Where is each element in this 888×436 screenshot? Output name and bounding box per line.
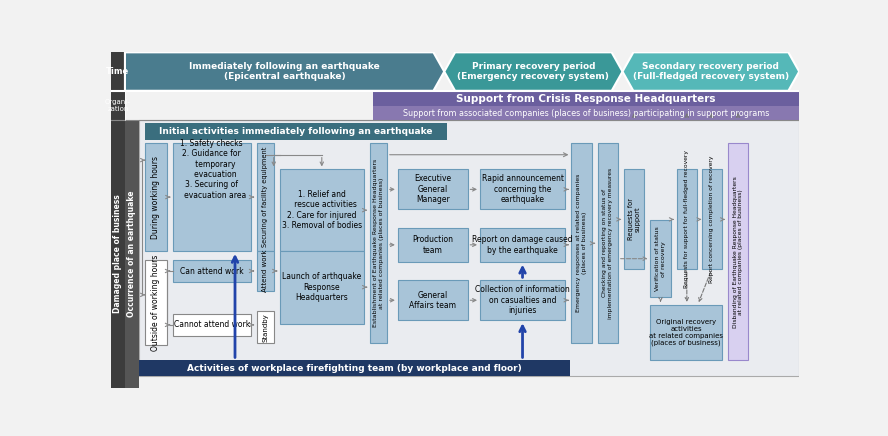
FancyBboxPatch shape [139, 360, 570, 376]
FancyBboxPatch shape [369, 143, 387, 344]
FancyBboxPatch shape [373, 106, 799, 120]
FancyBboxPatch shape [571, 143, 591, 344]
Text: Activities of workplace firefighting team (by workplace and floor): Activities of workplace firefighting tea… [187, 364, 522, 372]
FancyBboxPatch shape [280, 251, 364, 324]
Text: Collection of information
on casualties and
injuries: Collection of information on casualties … [475, 285, 570, 315]
Text: Can attend work: Can attend work [180, 266, 243, 276]
FancyBboxPatch shape [173, 314, 250, 336]
Text: 1. Safety checks
2. Guidance for
   temporary
   evacuation
3. Securing of
   ev: 1. Safety checks 2. Guidance for tempora… [177, 139, 246, 200]
Text: Organi-
zation: Organi- zation [105, 99, 131, 112]
Text: Primary recovery period
(Emergency recovery system): Primary recovery period (Emergency recov… [457, 62, 609, 81]
FancyBboxPatch shape [280, 169, 364, 251]
Polygon shape [125, 52, 444, 91]
FancyBboxPatch shape [650, 305, 722, 360]
FancyBboxPatch shape [257, 143, 274, 251]
FancyBboxPatch shape [398, 228, 467, 262]
FancyBboxPatch shape [398, 280, 467, 320]
FancyBboxPatch shape [728, 143, 748, 360]
FancyBboxPatch shape [650, 220, 670, 297]
Text: Launch of arthquake
Response
Headquarters: Launch of arthquake Response Headquarter… [282, 272, 361, 302]
Text: Standby: Standby [262, 313, 268, 341]
FancyBboxPatch shape [111, 52, 799, 388]
Text: Secondary recovery period
(Full-fledged recovery system): Secondary recovery period (Full-fledged … [633, 62, 789, 81]
Text: Checking and reporting on status of
implementation of emergency recovery measure: Checking and reporting on status of impl… [602, 168, 614, 319]
Text: Damaged place of business: Damaged place of business [114, 195, 123, 313]
FancyBboxPatch shape [145, 123, 448, 140]
FancyBboxPatch shape [139, 120, 799, 376]
FancyBboxPatch shape [373, 91, 799, 106]
Text: Cannot attend work: Cannot attend work [174, 320, 250, 330]
FancyBboxPatch shape [111, 91, 125, 120]
FancyBboxPatch shape [257, 251, 274, 291]
FancyBboxPatch shape [480, 228, 565, 262]
FancyBboxPatch shape [398, 169, 467, 209]
Text: Executive
General
Manager: Executive General Manager [414, 174, 451, 204]
FancyBboxPatch shape [598, 143, 618, 344]
FancyBboxPatch shape [702, 169, 722, 269]
Text: Immediately following an earthquake
(Epicentral earthquake): Immediately following an earthquake (Epi… [189, 62, 380, 81]
Text: Verification of status
of recovery: Verification of status of recovery [655, 226, 666, 291]
FancyBboxPatch shape [677, 169, 697, 269]
FancyBboxPatch shape [480, 169, 565, 209]
Polygon shape [622, 52, 799, 91]
FancyBboxPatch shape [480, 280, 565, 320]
Text: Report concerning completion of recovery: Report concerning completion of recovery [710, 156, 714, 283]
FancyBboxPatch shape [173, 260, 250, 282]
FancyBboxPatch shape [257, 311, 274, 344]
Text: Securing of facility equipment: Securing of facility equipment [262, 147, 268, 247]
Text: Emergency responses at related companies
(places of business): Emergency responses at related companies… [576, 174, 587, 313]
Text: Rapid announcement
concerning the
earthquake: Rapid announcement concerning the earthq… [481, 174, 564, 204]
Text: Report on damage caused
by the earthquake: Report on damage caused by the earthquak… [472, 235, 573, 255]
Text: Outside of working hours: Outside of working hours [152, 254, 161, 351]
FancyBboxPatch shape [111, 120, 125, 388]
Polygon shape [444, 52, 622, 91]
Text: Support from Crisis Response Headquarters: Support from Crisis Response Headquarter… [456, 93, 716, 103]
Text: Attend work: Attend work [262, 250, 268, 292]
Text: Original recovery
activities
at related companies
(places of business): Original recovery activities at related … [649, 319, 723, 346]
Text: Production
team: Production team [412, 235, 453, 255]
Text: Establishment of Earthquake Response Headquarters
at related companies (places o: Establishment of Earthquake Response Hea… [373, 159, 384, 327]
FancyBboxPatch shape [173, 143, 250, 251]
FancyBboxPatch shape [624, 169, 644, 269]
Text: Support from associated companies (places of business) participating in support : Support from associated companies (place… [403, 109, 769, 118]
FancyBboxPatch shape [145, 260, 167, 345]
Text: Requests for support for full-fledged recovery: Requests for support for full-fledged re… [685, 150, 689, 288]
Text: Requests for
support: Requests for support [628, 198, 640, 240]
Text: During working hours: During working hours [152, 156, 161, 238]
Text: 1. Relief and
   rescue activities
2. Care for injured
3. Removal of bodies: 1. Relief and rescue activities 2. Care … [281, 190, 362, 230]
FancyBboxPatch shape [111, 52, 125, 91]
Text: Disbanding of Earthquake Response Headquarters
at related companies (places of b: Disbanding of Earthquake Response Headqu… [733, 176, 743, 327]
Text: General
Affairs team: General Affairs team [409, 290, 456, 310]
Text: Occurrence of an earthquake: Occurrence of an earthquake [127, 191, 137, 317]
Text: Time: Time [107, 67, 130, 76]
Text: Initial activities immediately following an earthquake: Initial activities immediately following… [160, 127, 433, 136]
FancyBboxPatch shape [125, 120, 139, 388]
FancyBboxPatch shape [145, 143, 167, 251]
